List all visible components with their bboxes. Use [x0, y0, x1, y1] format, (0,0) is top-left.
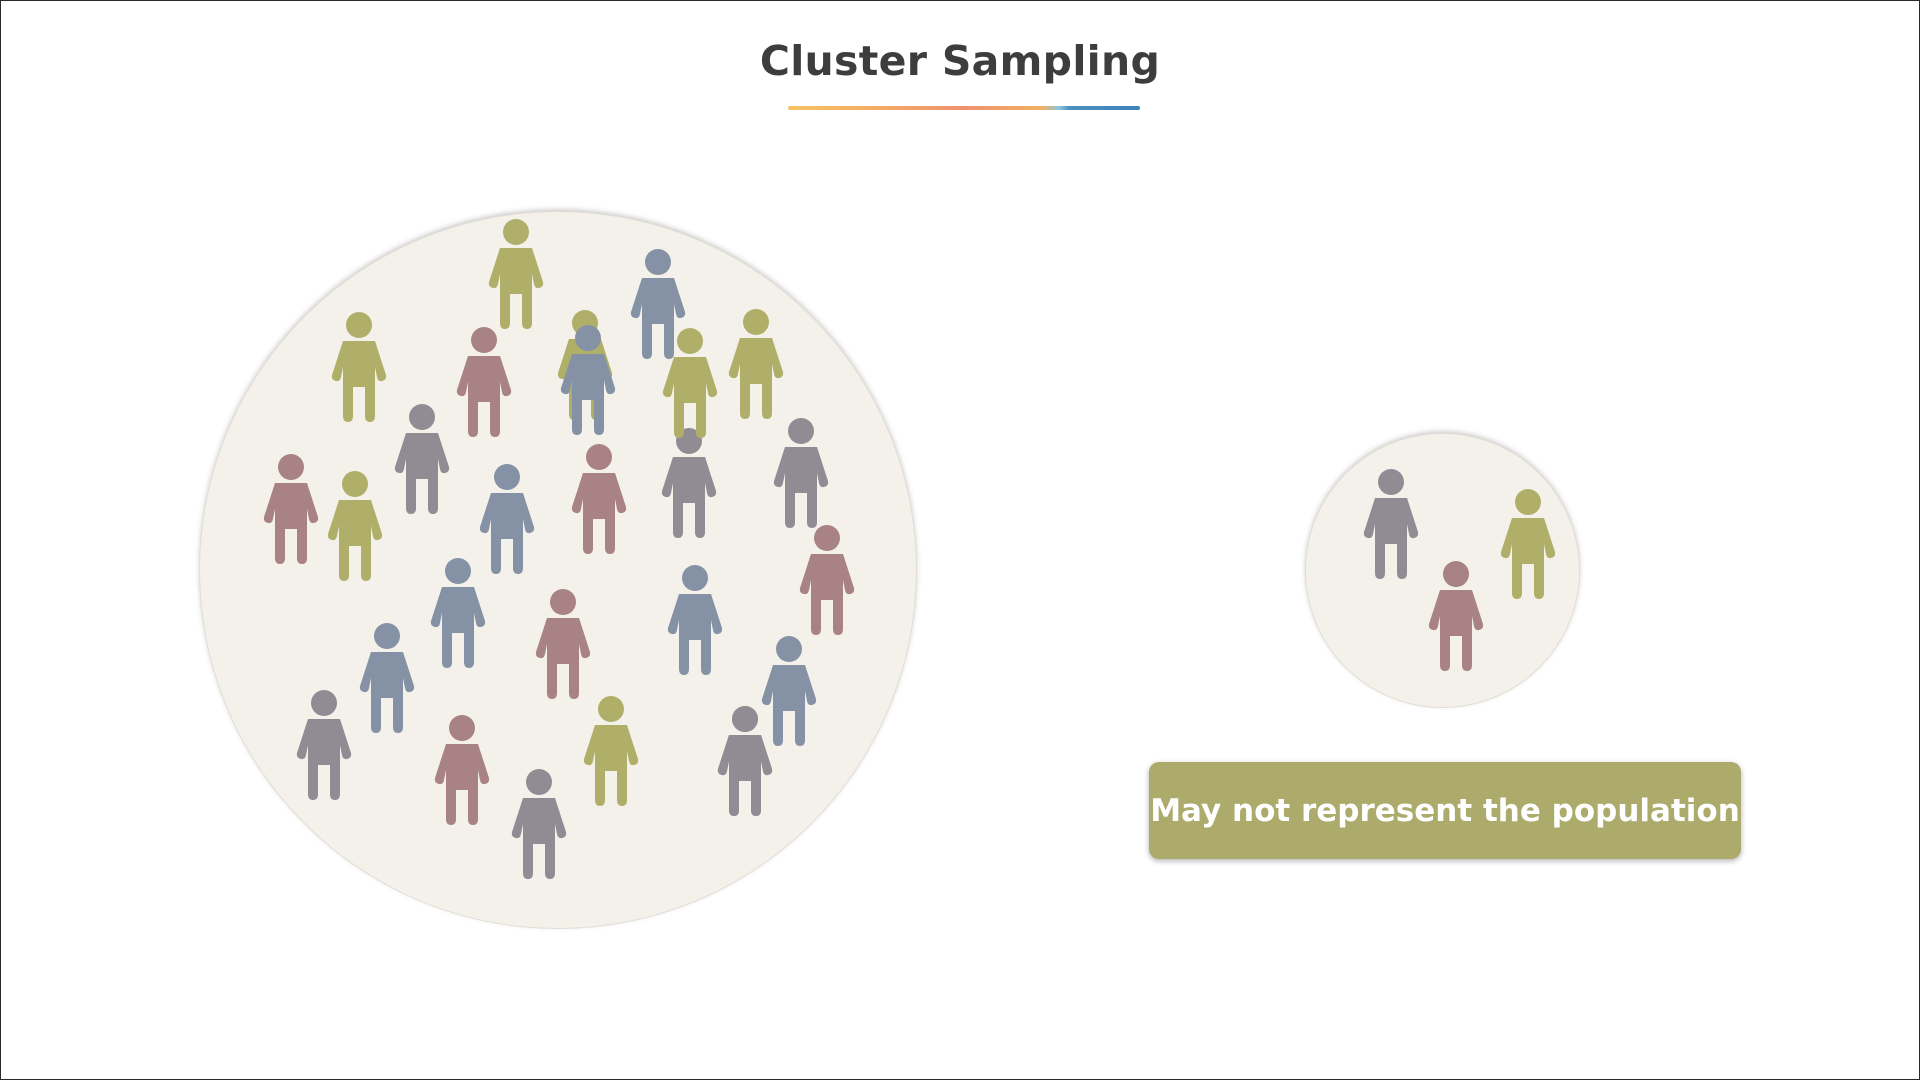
person-icon	[667, 565, 723, 675]
person-icon	[359, 623, 415, 733]
person-icon	[728, 309, 784, 419]
person-icon	[434, 715, 490, 825]
person-icon	[799, 525, 855, 635]
person-icon	[456, 327, 512, 437]
note-text: May not represent the population	[1150, 792, 1740, 829]
person-icon	[430, 558, 486, 668]
person-icon	[662, 328, 718, 438]
person-icon	[560, 325, 616, 435]
person-icon	[327, 471, 383, 581]
sample-person-icon	[1500, 489, 1556, 599]
person-icon	[296, 690, 352, 800]
person-icon	[661, 428, 717, 538]
person-icon	[511, 769, 567, 879]
person-icon	[394, 404, 450, 514]
person-icon	[488, 219, 544, 329]
person-icon	[773, 418, 829, 528]
person-icon	[761, 636, 817, 746]
person-icon	[717, 706, 773, 816]
person-icon	[263, 454, 319, 564]
title-underline	[788, 106, 1140, 110]
person-icon	[535, 589, 591, 699]
sample-person-icon	[1428, 561, 1484, 671]
note-box: May not represent the population	[1149, 762, 1741, 859]
person-icon	[630, 249, 686, 359]
sample-person-icon	[1363, 469, 1419, 579]
person-icon	[331, 312, 387, 422]
person-icon	[583, 696, 639, 806]
slide-title: Cluster Sampling	[759, 37, 1161, 85]
person-icon	[479, 464, 535, 574]
person-icon	[571, 444, 627, 554]
